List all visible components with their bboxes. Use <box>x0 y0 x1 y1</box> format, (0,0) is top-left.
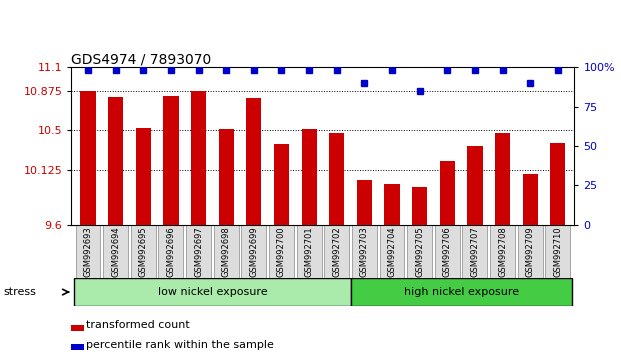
Bar <box>357 179 372 225</box>
FancyBboxPatch shape <box>518 225 543 278</box>
Text: GSM992702: GSM992702 <box>332 227 341 277</box>
Text: stress: stress <box>3 287 36 297</box>
FancyBboxPatch shape <box>269 225 294 278</box>
Bar <box>246 98 261 225</box>
Text: GSM992696: GSM992696 <box>166 227 175 277</box>
FancyBboxPatch shape <box>158 225 183 278</box>
Bar <box>71 344 84 350</box>
Bar <box>523 175 538 225</box>
Bar <box>108 97 123 225</box>
FancyBboxPatch shape <box>324 225 349 278</box>
Text: GSM992708: GSM992708 <box>498 227 507 277</box>
FancyBboxPatch shape <box>103 225 128 278</box>
FancyBboxPatch shape <box>435 225 460 278</box>
Bar <box>550 143 566 225</box>
FancyBboxPatch shape <box>76 225 101 278</box>
Bar <box>135 128 151 225</box>
FancyBboxPatch shape <box>351 279 572 306</box>
FancyBboxPatch shape <box>545 225 570 278</box>
FancyBboxPatch shape <box>490 225 515 278</box>
Text: GSM992704: GSM992704 <box>388 227 397 277</box>
Bar <box>412 187 427 225</box>
Bar <box>329 133 344 225</box>
Text: GSM992709: GSM992709 <box>526 227 535 277</box>
FancyBboxPatch shape <box>407 225 432 278</box>
Text: transformed count: transformed count <box>86 320 190 330</box>
Text: GSM992705: GSM992705 <box>415 227 424 277</box>
Bar <box>468 146 483 225</box>
Bar <box>191 91 206 225</box>
Text: low nickel exposure: low nickel exposure <box>158 287 267 297</box>
Text: GSM992700: GSM992700 <box>277 227 286 277</box>
Bar <box>80 91 96 225</box>
Text: GSM992703: GSM992703 <box>360 227 369 277</box>
Text: GSM992706: GSM992706 <box>443 227 452 277</box>
Text: GDS4974 / 7893070: GDS4974 / 7893070 <box>71 52 212 66</box>
FancyBboxPatch shape <box>186 225 211 278</box>
FancyBboxPatch shape <box>74 279 351 306</box>
FancyBboxPatch shape <box>131 225 156 278</box>
FancyBboxPatch shape <box>297 225 322 278</box>
Bar <box>219 129 233 225</box>
FancyBboxPatch shape <box>352 225 377 278</box>
FancyBboxPatch shape <box>463 225 487 278</box>
FancyBboxPatch shape <box>379 225 404 278</box>
Text: GSM992693: GSM992693 <box>83 227 93 277</box>
Bar <box>440 161 455 225</box>
FancyBboxPatch shape <box>214 225 238 278</box>
Text: GSM992699: GSM992699 <box>249 227 258 277</box>
Text: percentile rank within the sample: percentile rank within the sample <box>86 339 274 350</box>
Bar <box>384 184 400 225</box>
Bar <box>495 133 510 225</box>
FancyBboxPatch shape <box>242 225 266 278</box>
Bar <box>302 129 317 225</box>
Text: GSM992695: GSM992695 <box>138 227 148 277</box>
Text: high nickel exposure: high nickel exposure <box>404 287 519 297</box>
Text: GSM992694: GSM992694 <box>111 227 120 277</box>
Bar <box>71 325 84 331</box>
Text: GSM992707: GSM992707 <box>471 227 479 277</box>
Bar <box>163 96 178 225</box>
Text: GSM992697: GSM992697 <box>194 227 203 277</box>
Text: GSM992698: GSM992698 <box>222 227 230 277</box>
Bar <box>274 144 289 225</box>
Text: GSM992701: GSM992701 <box>305 227 314 277</box>
Text: GSM992710: GSM992710 <box>553 227 563 277</box>
